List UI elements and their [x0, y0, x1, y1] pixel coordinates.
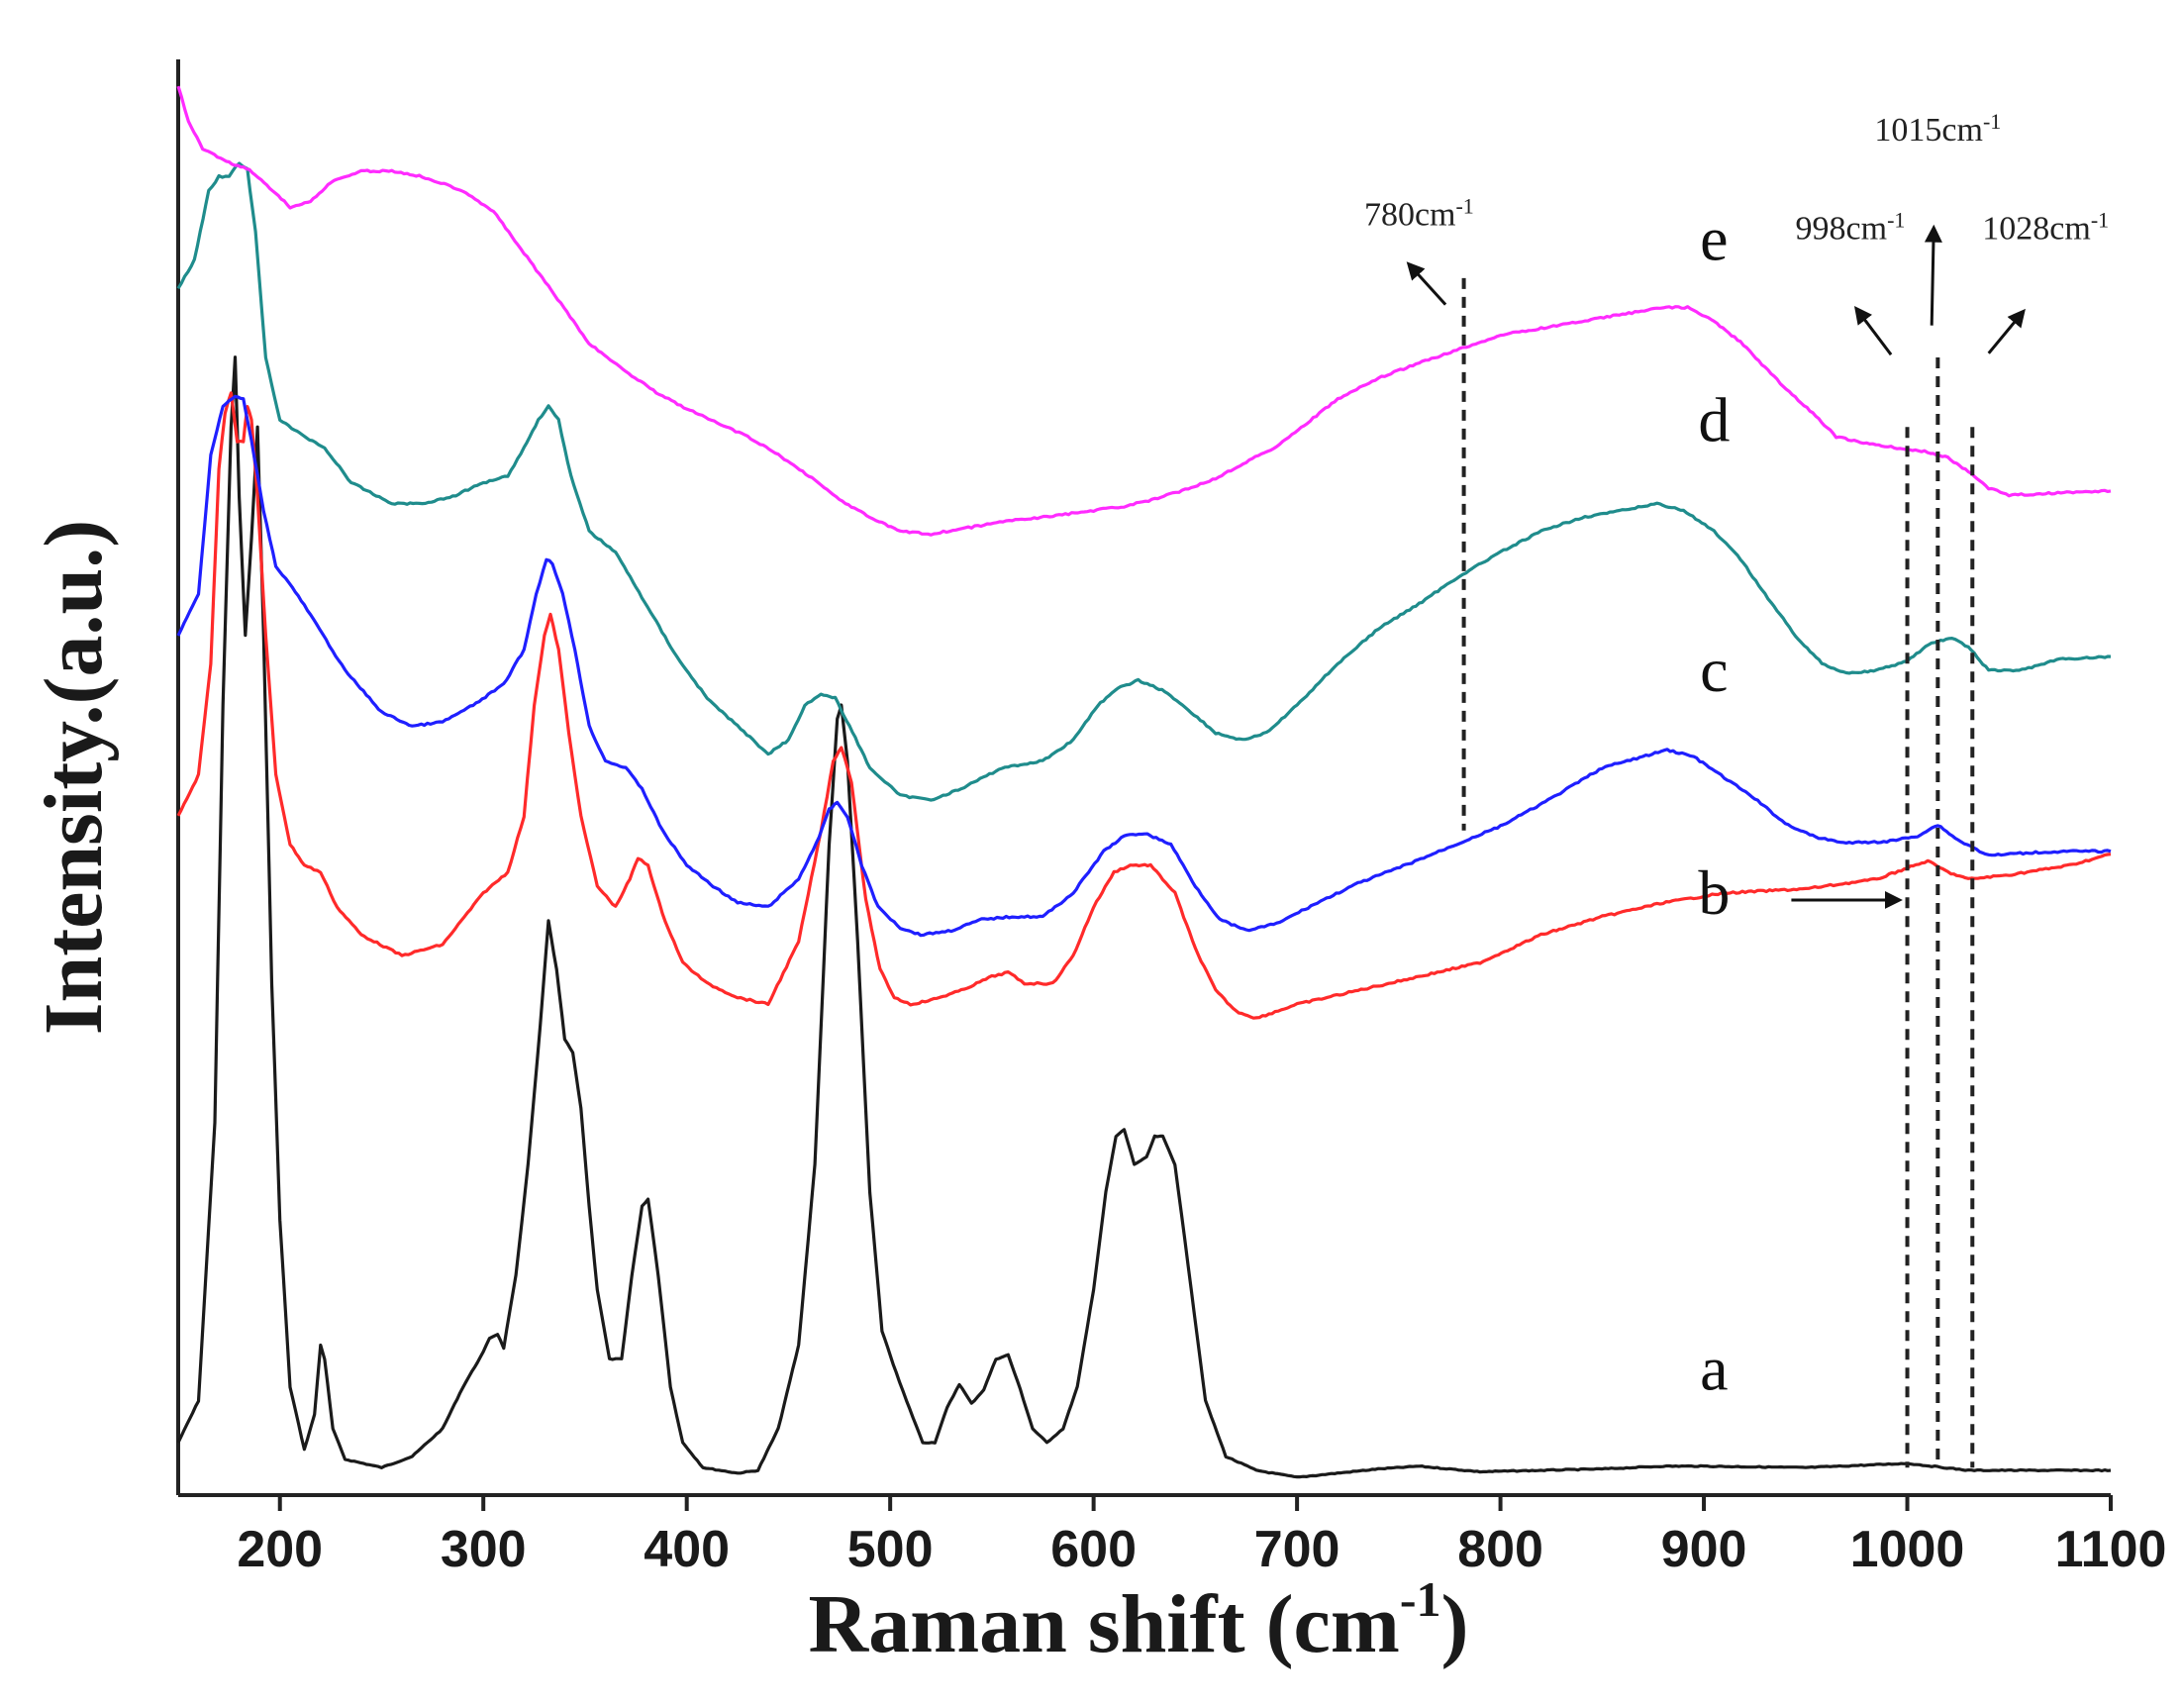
x-tick-label-400: 400	[644, 1521, 730, 1578]
annotation-arrow-1	[1406, 261, 1447, 306]
annotation-sup: -1	[2091, 208, 2109, 233]
series-b-line	[176, 391, 2112, 1020]
annotation-780cm: 780cm-1	[1364, 194, 1474, 234]
plot-frame	[176, 59, 2111, 1497]
series-e-line	[176, 85, 2112, 537]
annotation-sup: -1	[1983, 109, 2001, 134]
annotation-sup: -1	[1887, 208, 1905, 233]
x-tick-label-900: 900	[1661, 1521, 1747, 1578]
x-tick-label-200: 200	[237, 1521, 323, 1578]
spectra-series	[176, 85, 2112, 1479]
annotation-text: 998cm	[1796, 211, 1888, 248]
annotation-arrows	[1406, 224, 2026, 909]
annotation-arrow-2	[1853, 305, 1893, 356]
series-c-line	[176, 394, 2112, 938]
annotation-1028cm: 1028cm-1	[1982, 208, 2109, 248]
y-axis-title: Intensity.(a.u.)	[28, 520, 120, 1035]
x-axis-title-close: )	[1440, 1578, 1468, 1670]
x-tick-label-600: 600	[1050, 1521, 1137, 1578]
x-tick-label-800: 800	[1457, 1521, 1543, 1578]
x-axis-title: Raman shift (cm-1)	[809, 1571, 1469, 1670]
series-label-d: d	[1698, 384, 1730, 454]
x-tick-label-1000: 1000	[1850, 1521, 1965, 1578]
series-label-b: b	[1698, 857, 1730, 928]
annotation-text: 1028cm	[1982, 211, 2091, 248]
annotation-1015cm: 1015cm-1	[1874, 109, 2001, 149]
x-axis-ticks: 200 300 400 500 600 700 800 900 1000 1100	[237, 1495, 2166, 1578]
x-tick-label-300: 300	[441, 1521, 527, 1578]
series-a-line	[176, 355, 2112, 1479]
reference-lines	[1461, 277, 1975, 1468]
x-tick-label-700: 700	[1254, 1521, 1340, 1578]
series-label-c: c	[1700, 635, 1728, 705]
series-label-a: a	[1700, 1334, 1728, 1404]
x-tick-label-1100: 1100	[2055, 1521, 2167, 1578]
annotation-text: 780cm	[1364, 197, 1456, 234]
series-d-line	[176, 161, 2112, 802]
annotation-arrow-3	[1924, 224, 1942, 326]
x-tick-label-500: 500	[847, 1521, 934, 1578]
annotation-text: 1015cm	[1874, 112, 1983, 149]
x-axis-title-text: Raman shift (cm	[809, 1578, 1400, 1670]
series-label-e: e	[1700, 204, 1728, 274]
annotation-arrow-4	[1987, 308, 2026, 354]
x-axis-title-sup: -1	[1400, 1571, 1441, 1627]
annotation-sup: -1	[1455, 194, 1473, 219]
annotation-998cm: 998cm-1	[1796, 208, 1906, 248]
series-labels: a b c d e	[1698, 204, 1730, 1404]
